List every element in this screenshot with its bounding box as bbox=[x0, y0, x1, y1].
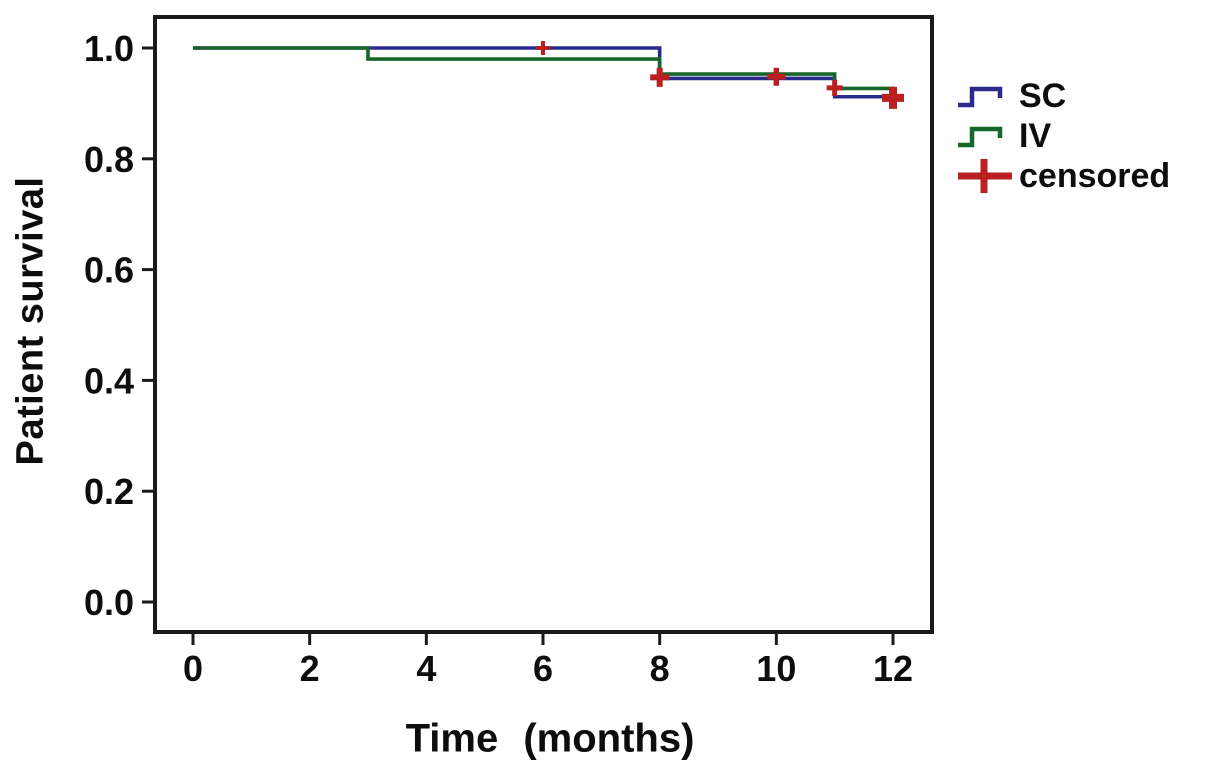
svg-text:0.4: 0.4 bbox=[84, 360, 134, 401]
svg-text:0: 0 bbox=[183, 648, 203, 689]
legend-label-censored: censored bbox=[1019, 157, 1171, 195]
svg-text:0.8: 0.8 bbox=[84, 139, 134, 180]
svg-text:4: 4 bbox=[416, 648, 436, 689]
svg-text:12: 12 bbox=[873, 648, 913, 689]
legend-label-iv: IV bbox=[1019, 117, 1052, 155]
legend-label-sc: SC bbox=[1019, 77, 1067, 115]
svg-text:8: 8 bbox=[650, 648, 670, 689]
svg-text:6: 6 bbox=[533, 648, 553, 689]
sc-step-line-icon bbox=[958, 86, 1003, 108]
legend-item-sc: SC bbox=[956, 76, 1170, 116]
svg-text:0.0: 0.0 bbox=[84, 582, 134, 623]
y-axis-title: Patient survival bbox=[9, 176, 52, 466]
svg-text:0.2: 0.2 bbox=[84, 471, 134, 512]
svg-text:2: 2 bbox=[300, 648, 320, 689]
svg-text:1.0: 1.0 bbox=[84, 28, 134, 69]
svg-text:10: 10 bbox=[756, 648, 796, 689]
legend-item-iv: IV bbox=[956, 116, 1170, 156]
censored-cross-icon bbox=[958, 159, 1012, 193]
x-axis-title: Time (months) bbox=[405, 716, 695, 761]
legend-item-censored: censored bbox=[956, 156, 1170, 196]
iv-step-line-icon bbox=[958, 126, 1003, 148]
svg-text:0.6: 0.6 bbox=[84, 250, 134, 291]
legend: SC IV censored bbox=[956, 76, 1170, 196]
